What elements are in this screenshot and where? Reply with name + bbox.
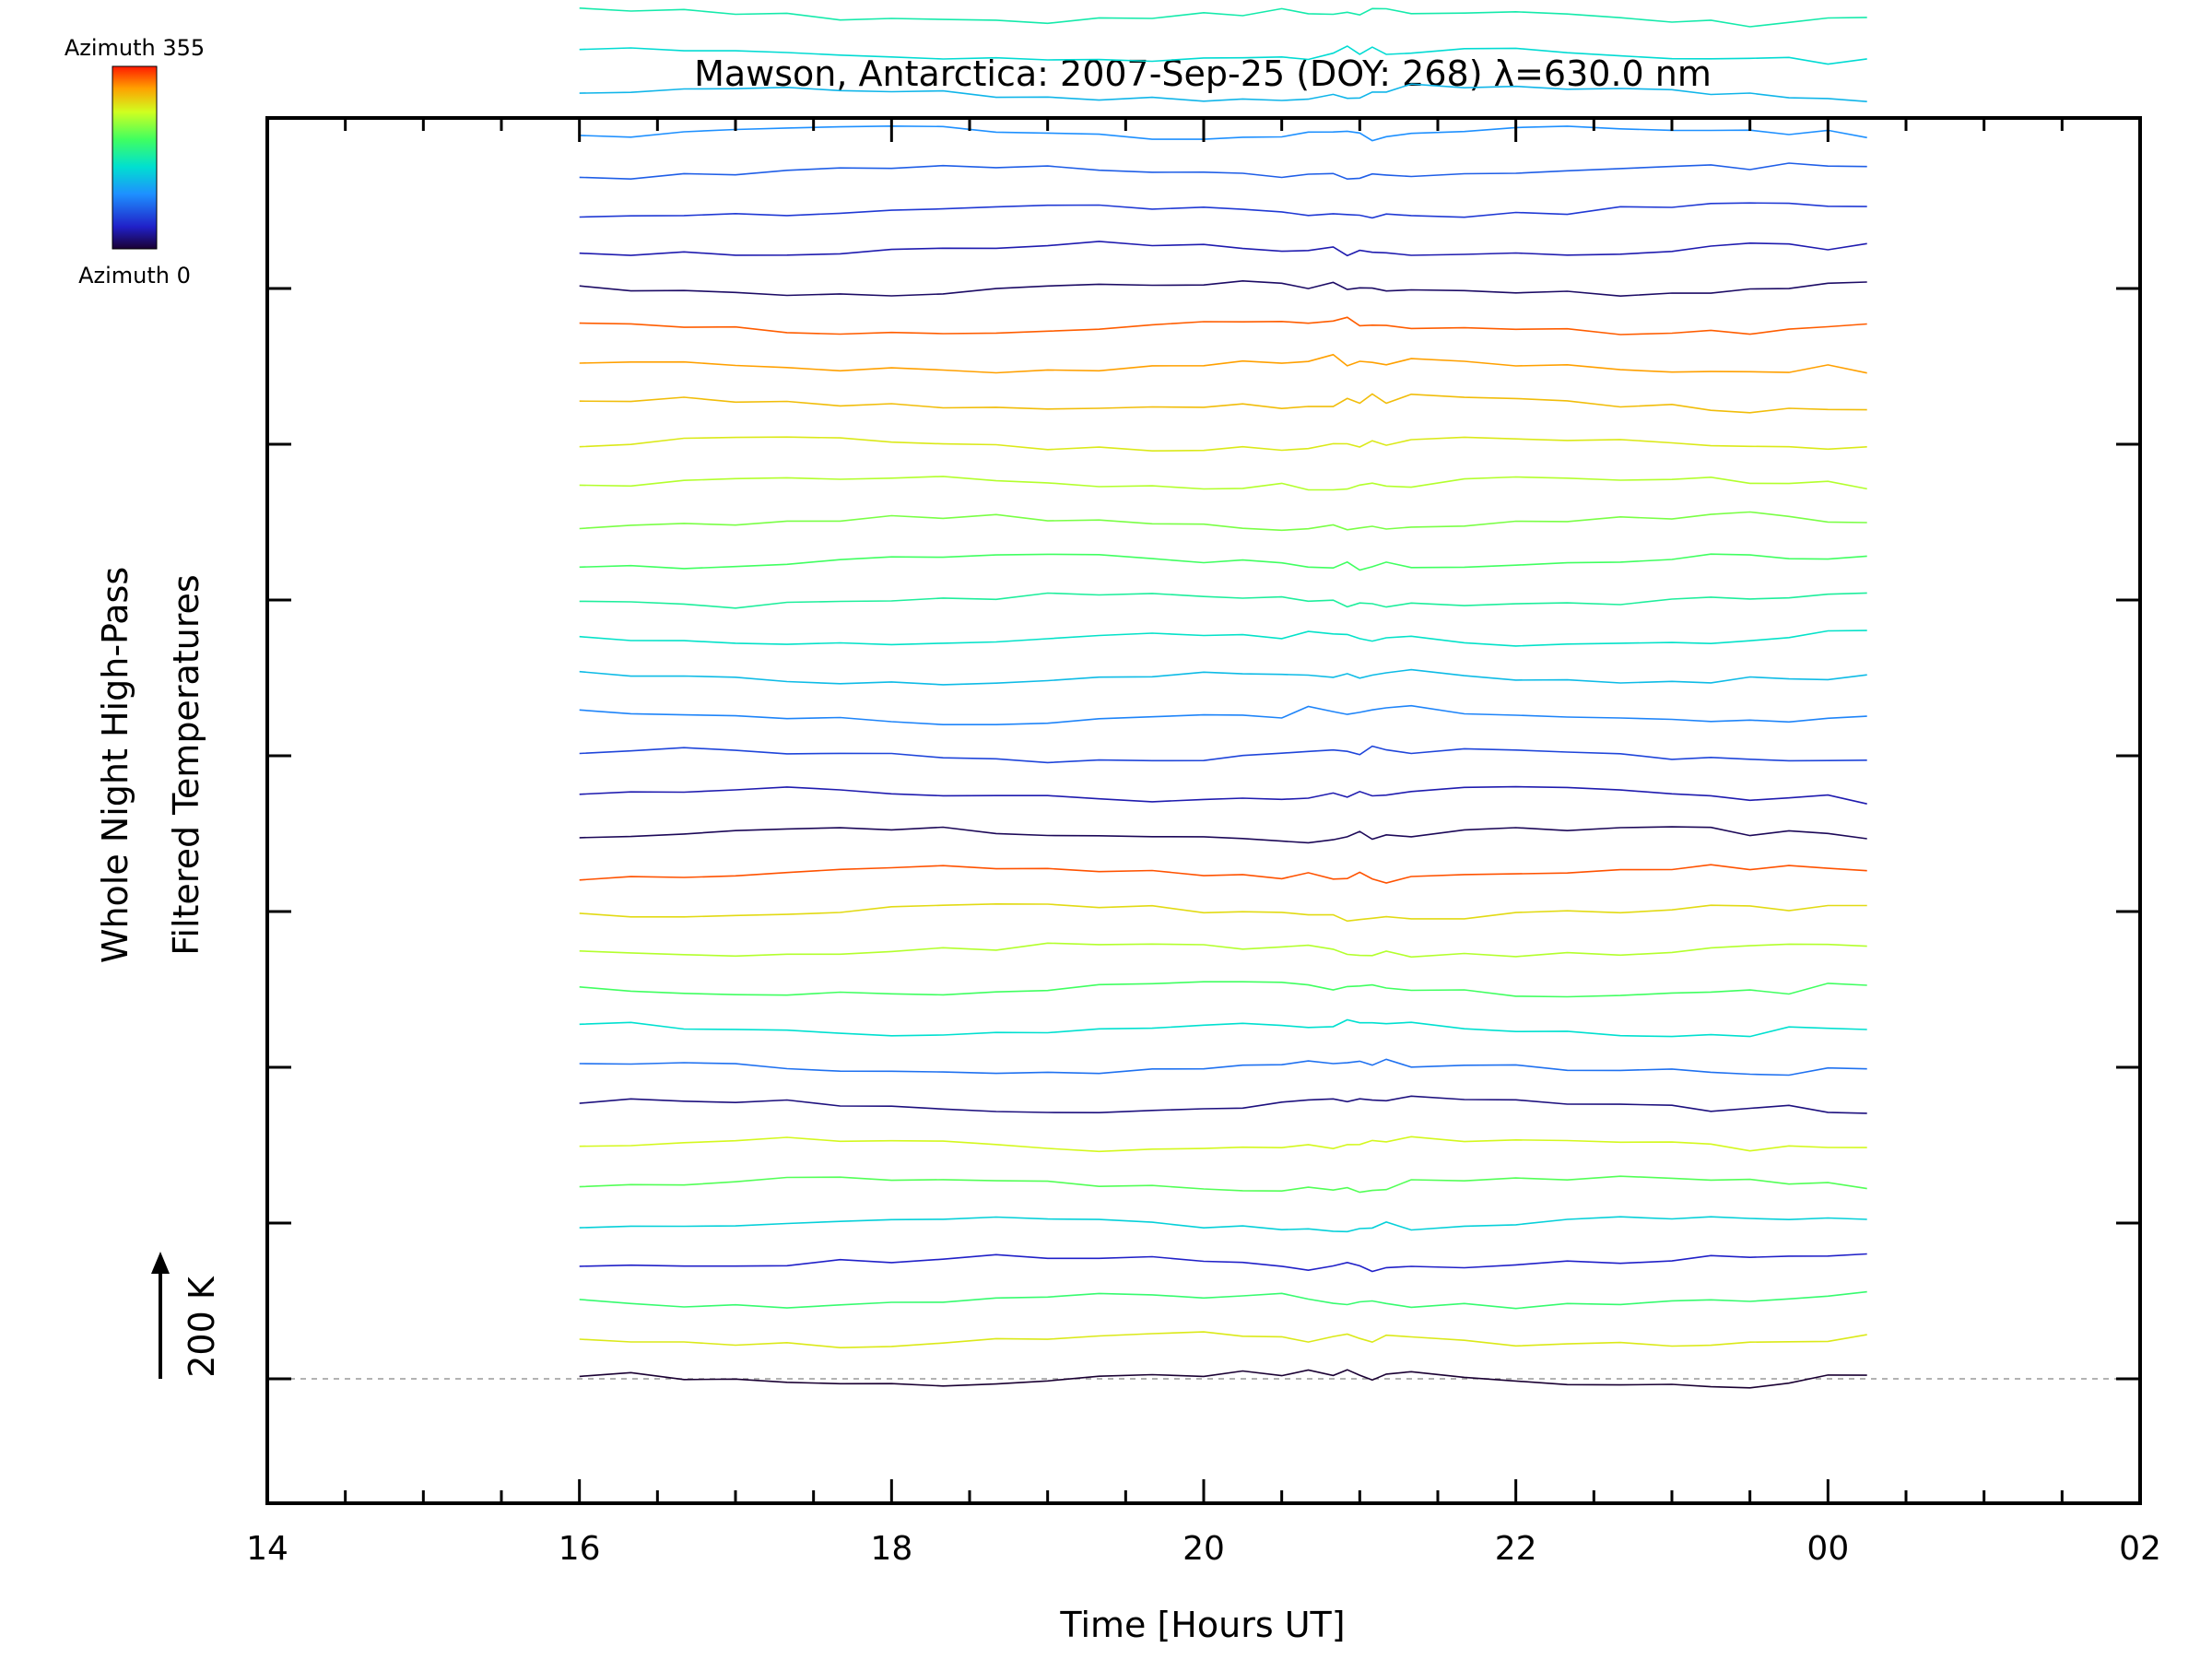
x-tick-label: 14 bbox=[246, 1530, 288, 1568]
series-line bbox=[579, 864, 1867, 884]
series-line bbox=[579, 162, 1867, 181]
series-line bbox=[579, 704, 1867, 726]
series-line bbox=[579, 942, 1867, 959]
series-line bbox=[579, 241, 1867, 257]
y-axis-title-line1: Whole Night High-Pass bbox=[95, 567, 135, 963]
series-line bbox=[579, 393, 1867, 414]
series-line bbox=[579, 1369, 1867, 1389]
x-tick-label: 00 bbox=[1806, 1530, 1849, 1568]
series-line bbox=[579, 1253, 1867, 1273]
series-line bbox=[579, 7, 1867, 28]
series-line bbox=[579, 45, 1867, 65]
series-line bbox=[579, 902, 1867, 923]
series-line bbox=[579, 592, 1867, 609]
series-line bbox=[579, 476, 1867, 491]
colorbar-bottom-label: Azimuth 0 bbox=[78, 263, 191, 288]
series-line bbox=[579, 316, 1867, 335]
series-line bbox=[579, 83, 1867, 102]
series-line bbox=[579, 668, 1867, 686]
x-tick-label: 16 bbox=[559, 1530, 601, 1568]
y-axis-title-line2: Filtered Temperatures bbox=[166, 574, 206, 955]
ticks-group bbox=[265, 118, 2142, 1503]
series-group bbox=[579, 7, 1867, 1389]
x-tick-label: 20 bbox=[1182, 1530, 1225, 1568]
colorbar bbox=[112, 65, 158, 250]
series-line bbox=[579, 353, 1867, 374]
x-tick-label: 02 bbox=[2119, 1530, 2161, 1568]
scale-label: 200 K bbox=[182, 1276, 222, 1378]
series-line bbox=[579, 124, 1867, 142]
series-line bbox=[579, 511, 1867, 532]
series-line bbox=[579, 1331, 1867, 1349]
series-line bbox=[579, 1018, 1867, 1038]
plot-frame bbox=[265, 116, 2142, 1505]
series-line bbox=[579, 1095, 1867, 1114]
series-line bbox=[579, 1058, 1867, 1077]
x-tick-label: 22 bbox=[1495, 1530, 1537, 1568]
series-line bbox=[579, 553, 1867, 571]
series-line bbox=[579, 745, 1867, 764]
chart-title: Mawson, Antarctica: 2007-Sep-25 (DOY: 26… bbox=[694, 53, 1712, 94]
series-line bbox=[579, 1175, 1867, 1194]
series-line bbox=[579, 981, 1867, 998]
colorbar-top-label: Azimuth 355 bbox=[65, 35, 205, 61]
x-tick-labels: 14 16 18 20 22 00 02 bbox=[246, 1530, 2161, 1568]
series-line bbox=[579, 1216, 1867, 1233]
x-tick-label: 18 bbox=[870, 1530, 912, 1568]
series-line bbox=[579, 785, 1867, 805]
series-line bbox=[579, 1135, 1867, 1153]
series-line bbox=[579, 1290, 1867, 1310]
x-axis-title: Time [Hours UT] bbox=[1059, 1605, 1345, 1645]
series-line bbox=[579, 629, 1867, 647]
series-line bbox=[579, 826, 1867, 844]
series-line bbox=[579, 279, 1867, 298]
scale-arrow bbox=[151, 1252, 170, 1379]
series-line bbox=[579, 202, 1867, 219]
series-line bbox=[579, 436, 1867, 453]
